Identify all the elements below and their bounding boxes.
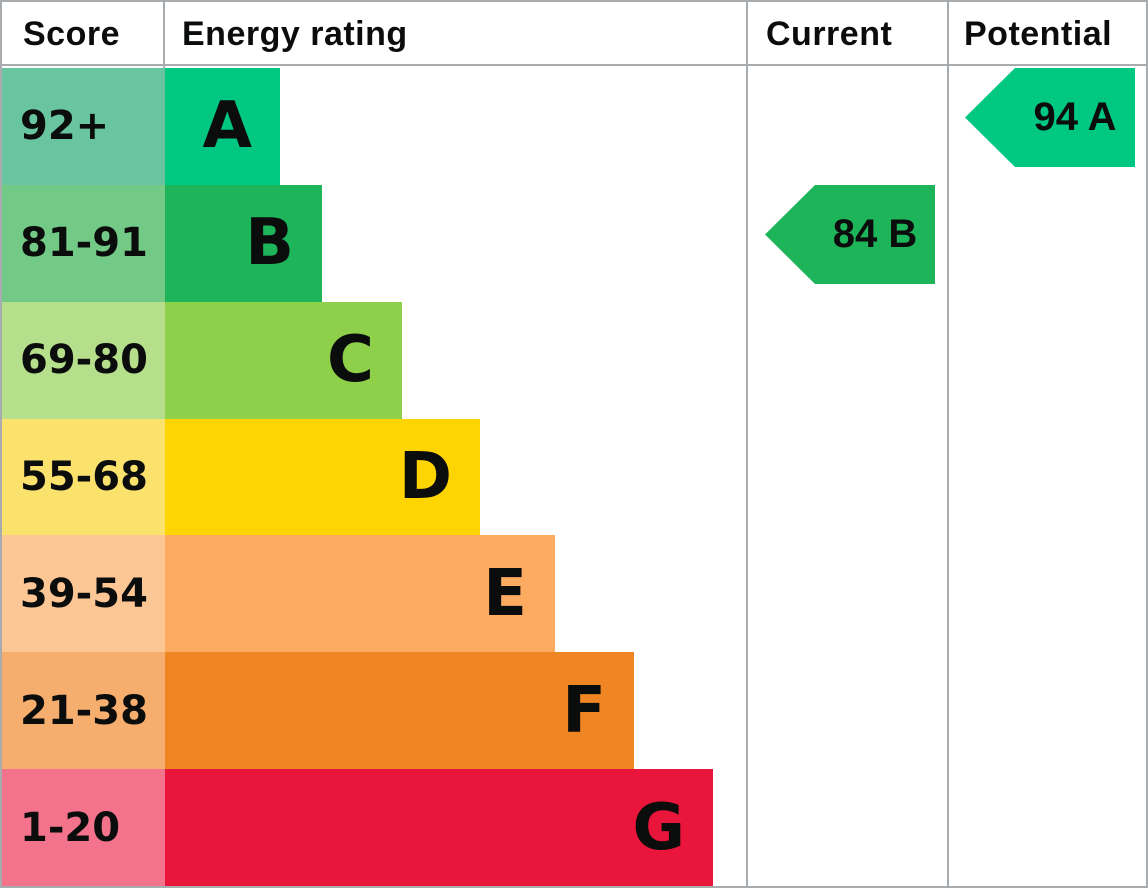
header-score: Score xyxy=(23,14,120,53)
band-row-g: 1-20 G xyxy=(2,769,1146,886)
rating-bar-g: G xyxy=(165,769,713,886)
band-letter-c: C xyxy=(327,323,374,398)
band-letter-d: D xyxy=(398,440,452,514)
band-row-f: 21-38 F xyxy=(2,652,1146,770)
band-letter-f: F xyxy=(562,673,606,748)
rating-bands: 92+ A 81-91 B 69-80 C 55-68 D 39-54 xyxy=(2,68,1146,886)
band-letter-a: A xyxy=(202,89,252,164)
current-rating-label: 84 B xyxy=(832,212,918,256)
rating-bar-c: C xyxy=(165,301,402,419)
score-range-a: 92+ xyxy=(2,68,165,185)
rating-bar-e: E xyxy=(165,535,555,653)
band-letter-b: B xyxy=(245,206,294,281)
score-range-f: 21-38 xyxy=(2,652,165,770)
score-range-b: 81-91 xyxy=(2,184,165,302)
current-column-divider xyxy=(746,2,748,886)
score-range-c: 69-80 xyxy=(2,301,165,419)
score-column-divider xyxy=(163,2,165,68)
rating-bar-f: F xyxy=(165,652,634,770)
header-current: Current xyxy=(766,14,893,53)
header-energy-rating: Energy rating xyxy=(182,14,408,53)
band-row-b: 81-91 B xyxy=(2,184,1146,302)
band-letter-g: G xyxy=(632,790,685,865)
band-row-e: 39-54 E xyxy=(2,535,1146,653)
score-range-e: 39-54 xyxy=(2,535,165,653)
band-row-c: 69-80 C xyxy=(2,301,1146,419)
potential-column-divider xyxy=(947,2,949,886)
score-range-g: 1-20 xyxy=(2,769,165,886)
header-row: Score Energy rating Current Potential xyxy=(2,2,1146,66)
rating-bar-b: B xyxy=(165,184,322,302)
rating-bar-d: D xyxy=(165,418,480,536)
band-letter-e: E xyxy=(483,556,527,631)
header-potential: Potential xyxy=(964,14,1113,53)
rating-bar-a: A xyxy=(165,68,280,185)
score-range-d: 55-68 xyxy=(2,418,165,536)
band-row-a: 92+ A xyxy=(2,68,1146,185)
potential-rating-label: 94 A xyxy=(1033,95,1117,139)
band-row-d: 55-68 D xyxy=(2,418,1146,536)
